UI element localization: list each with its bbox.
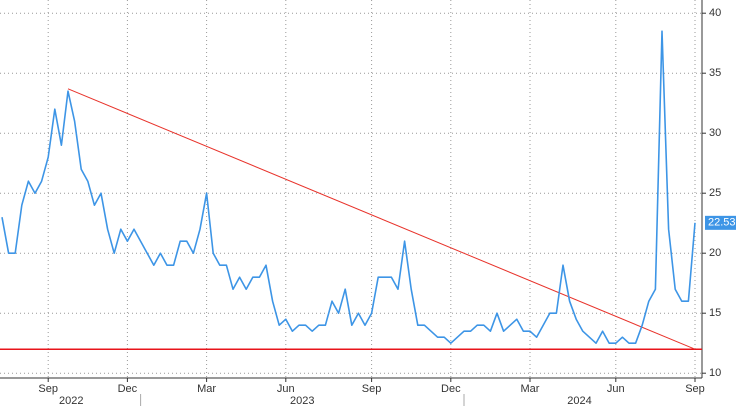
y-tick-label: 25 [709, 187, 721, 199]
x-tick-label: Sep [38, 383, 58, 395]
y-tick-label: 15 [709, 307, 721, 319]
x-tick-label: Jun [607, 383, 625, 395]
x-tick-label: Mar [521, 383, 540, 395]
trend-line [67, 88, 696, 350]
last-value-box [705, 215, 736, 230]
x-group-label: 2023 [290, 395, 314, 406]
x-group-label: 2022 [59, 395, 83, 406]
last-value-label: 22.53 [708, 217, 736, 229]
x-tick-label: Jun [277, 383, 295, 395]
y-tick-label: 40 [709, 7, 721, 19]
x-tick-label: Sep [362, 383, 382, 395]
y-tick-label: 20 [709, 247, 721, 259]
x-group-label: 2024 [567, 395, 591, 406]
x-tick-label: Mar [197, 383, 216, 395]
y-tick-label: 30 [709, 127, 721, 139]
x-tick-label: Dec [118, 383, 138, 395]
y-tick-label: 35 [709, 67, 721, 79]
x-tick-label: Sep [685, 383, 705, 395]
series-line [1, 30, 696, 344]
x-tick-label: Dec [441, 383, 461, 395]
y-tick-label: 10 [709, 367, 721, 379]
